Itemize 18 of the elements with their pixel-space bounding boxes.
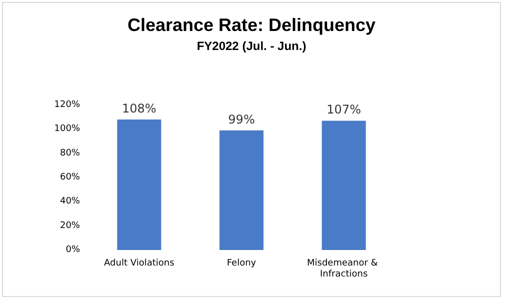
x-tick-label: Misdemeanor & Infractions — [306, 258, 381, 280]
chart-subtitle: FY2022 (Jul. - Jun.) — [196, 39, 306, 53]
bar — [322, 120, 366, 250]
y-tick-label: 80% — [60, 148, 80, 158]
x-tick-label: Adult Violations — [104, 258, 175, 268]
chart-title: Clearance Rate: Delinquency — [127, 15, 376, 35]
x-tick-label: Felony — [226, 258, 257, 268]
y-tick-label: 120% — [54, 100, 80, 110]
bar — [220, 130, 264, 250]
y-tick-label: 0% — [66, 245, 80, 255]
y-tick-label: 40% — [60, 196, 80, 207]
data-label: 108% — [122, 102, 156, 116]
y-tick-label: 20% — [60, 220, 80, 231]
y-tick-label: 60% — [60, 172, 80, 182]
y-tick-label: 100% — [54, 124, 80, 134]
data-label: 107% — [326, 102, 361, 117]
bar — [117, 120, 162, 250]
data-label: 99% — [228, 112, 255, 126]
